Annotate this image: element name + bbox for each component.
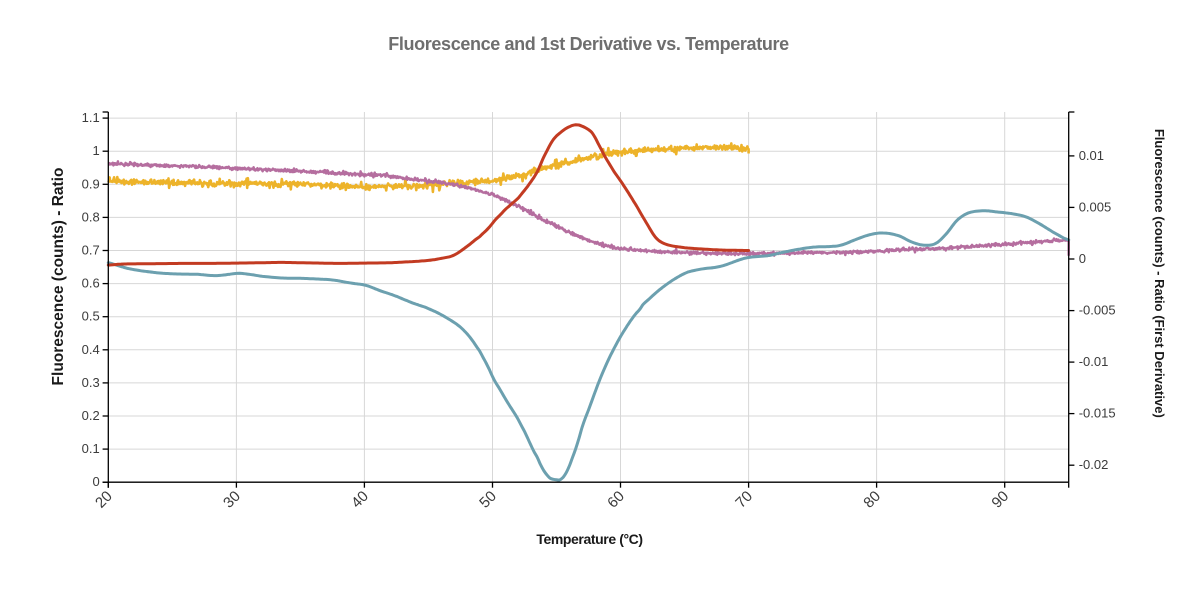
- svg-text:0.7: 0.7: [82, 243, 100, 258]
- svg-text:Temperature (°C): Temperature (°C): [536, 531, 642, 547]
- svg-text:Fluorescence and 1st Derivativ: Fluorescence and 1st Derivative vs. Temp…: [388, 34, 789, 54]
- svg-text:0.8: 0.8: [82, 209, 100, 224]
- svg-text:0.5: 0.5: [82, 309, 100, 324]
- svg-text:-0.005: -0.005: [1079, 303, 1116, 318]
- svg-text:-0.02: -0.02: [1079, 457, 1109, 472]
- svg-text:-0.015: -0.015: [1079, 406, 1116, 421]
- svg-text:1.1: 1.1: [82, 110, 100, 125]
- svg-text:0.4: 0.4: [82, 342, 100, 357]
- svg-text:0.1: 0.1: [82, 441, 100, 456]
- svg-text:0.9: 0.9: [82, 176, 100, 191]
- svg-text:0.3: 0.3: [82, 375, 100, 390]
- svg-text:0: 0: [1079, 251, 1086, 266]
- svg-text:-0.01: -0.01: [1079, 354, 1109, 369]
- svg-text:Fluorescence (counts) - Ratio: Fluorescence (counts) - Ratio (First Der…: [1152, 129, 1167, 418]
- svg-text:0: 0: [92, 474, 99, 489]
- svg-text:0.01: 0.01: [1079, 148, 1104, 163]
- svg-text:0.6: 0.6: [82, 276, 100, 291]
- svg-text:0.2: 0.2: [82, 408, 100, 423]
- svg-text:1: 1: [92, 143, 99, 158]
- svg-text:0.005: 0.005: [1079, 199, 1112, 214]
- svg-text:Fluorescence (counts) - Ratio: Fluorescence (counts) - Ratio: [50, 168, 67, 386]
